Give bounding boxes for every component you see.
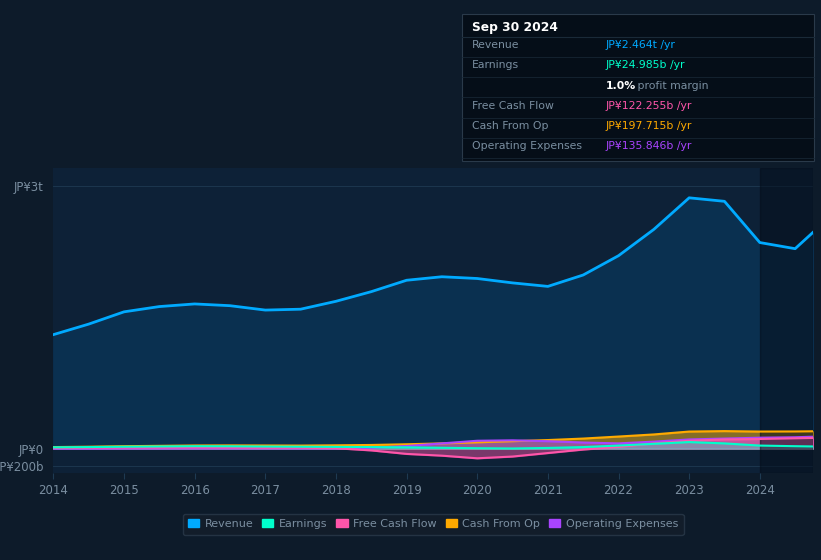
Text: JP¥135.846b /yr: JP¥135.846b /yr	[606, 141, 692, 151]
Text: Earnings: Earnings	[472, 60, 519, 71]
Text: JP¥2.464t /yr: JP¥2.464t /yr	[606, 40, 676, 50]
Text: Revenue: Revenue	[472, 40, 520, 50]
Text: 1.0%: 1.0%	[606, 81, 636, 91]
Text: Cash From Op: Cash From Op	[472, 121, 548, 131]
Bar	[759, 168, 813, 473]
Text: Sep 30 2024: Sep 30 2024	[472, 21, 558, 34]
Text: profit margin: profit margin	[634, 81, 709, 91]
Legend: Revenue, Earnings, Free Cash Flow, Cash From Op, Operating Expenses: Revenue, Earnings, Free Cash Flow, Cash …	[182, 514, 684, 535]
Text: Operating Expenses: Operating Expenses	[472, 141, 582, 151]
Text: JP¥24.985b /yr: JP¥24.985b /yr	[606, 60, 686, 71]
Text: Free Cash Flow: Free Cash Flow	[472, 101, 554, 111]
Text: JP¥197.715b /yr: JP¥197.715b /yr	[606, 121, 692, 131]
Text: JP¥122.255b /yr: JP¥122.255b /yr	[606, 101, 692, 111]
